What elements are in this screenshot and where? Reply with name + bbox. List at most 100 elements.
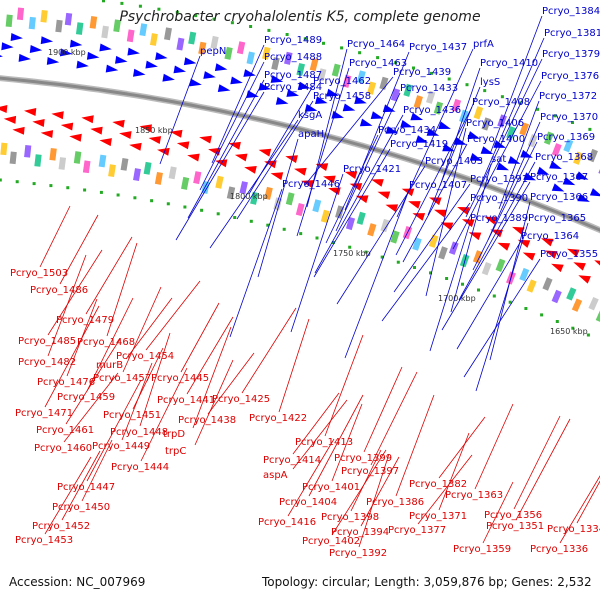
reverse-gene-label: Pcryo_1468 <box>77 337 135 348</box>
reverse-gene-label: Pcryo_1404 <box>279 497 337 508</box>
reverse-gene <box>377 191 391 200</box>
tick-mark <box>413 266 416 269</box>
annotation-block <box>24 145 32 158</box>
forward-gene <box>183 57 197 66</box>
forward-gene <box>10 33 23 41</box>
tick-mark <box>571 326 575 330</box>
tick-mark <box>249 219 253 223</box>
leader-line <box>187 79 265 219</box>
annotation-block <box>285 192 295 206</box>
forward-gene <box>496 162 509 171</box>
annotation-block <box>356 70 366 84</box>
forward-gene <box>549 160 562 169</box>
tick-mark <box>120 1 124 5</box>
forward-gene <box>438 121 451 129</box>
reverse-gene <box>541 238 554 247</box>
annotation-block <box>193 171 202 185</box>
leader-line <box>81 439 113 502</box>
forward-gene <box>415 135 429 143</box>
reverse-gene-label: Pcryo_1485 <box>18 336 76 347</box>
forward-gene-label: lysS <box>480 77 500 88</box>
forward-gene-label: Pcryo_1367 <box>530 172 588 183</box>
reverse-gene <box>545 250 558 259</box>
reverse-gene-label: aspA <box>263 470 288 481</box>
reverse-gene <box>285 155 298 164</box>
forward-gene-label: Pcryo_1355 <box>540 249 598 260</box>
tick-mark <box>536 107 540 111</box>
tick-mark <box>285 33 289 36</box>
reverse-gene <box>90 126 103 135</box>
leader-line <box>257 138 299 278</box>
annotation-block <box>519 267 530 282</box>
forward-gene <box>133 68 146 77</box>
tick-mark <box>380 255 384 259</box>
annotation-block <box>551 289 562 304</box>
reverse-gene-label: Pcryo_1363 <box>445 490 503 501</box>
tick-mark <box>102 0 105 3</box>
annotation-block <box>5 14 13 28</box>
annotation-block <box>295 203 305 217</box>
reverse-gene-label: Pcryo_1486 <box>30 285 88 296</box>
forward-gene <box>577 193 590 202</box>
annotation-block <box>16 7 25 21</box>
leader-line <box>344 189 410 359</box>
leader-line <box>211 44 265 164</box>
reverse-gene <box>157 147 170 156</box>
reverse-gene <box>412 213 426 221</box>
forward-gene <box>59 48 73 57</box>
leader-line <box>439 67 481 187</box>
forward-gene-label: Pcryo_1408 <box>472 97 530 108</box>
forward-gene-label: Pcryo_1365 <box>528 213 586 224</box>
tick-mark <box>477 288 480 292</box>
leader-line <box>456 240 522 350</box>
leader-line <box>441 181 531 331</box>
reverse-gene <box>170 129 183 138</box>
annotation-block <box>403 83 413 97</box>
tick-mark <box>138 4 142 8</box>
annotation-block <box>566 287 577 301</box>
tick-mark <box>571 121 574 124</box>
scale-tick-label: 1750 kbp <box>333 249 371 258</box>
tick-mark <box>348 245 352 249</box>
forward-gene-label: Pcryo_1410 <box>480 58 538 69</box>
annotation-block <box>451 98 462 113</box>
leader-line <box>139 332 171 427</box>
tick-mark <box>233 216 237 219</box>
tick-mark <box>331 241 335 244</box>
tick-mark <box>194 14 198 18</box>
leader-line <box>236 100 314 220</box>
reverse-gene <box>512 226 525 235</box>
leader-line <box>192 326 232 429</box>
forward-gene <box>297 81 311 90</box>
leader-line <box>278 318 310 413</box>
annotation-block <box>64 12 73 26</box>
annotation-block <box>356 211 366 225</box>
tick-mark <box>555 320 559 323</box>
forward-gene <box>127 47 140 56</box>
tick-mark <box>216 212 220 216</box>
reverse-gene <box>60 122 74 131</box>
annotation-block <box>481 262 492 276</box>
annotation-block <box>188 31 197 45</box>
reverse-gene <box>578 275 591 284</box>
forward-gene <box>46 57 60 65</box>
annotation-block <box>49 147 57 161</box>
leader-line <box>106 242 138 337</box>
reverse-gene <box>344 171 358 179</box>
tick-mark <box>588 127 592 131</box>
forward-gene-label: Pcryo_1364 <box>521 231 579 242</box>
forward-gene-label: Pcryo_1370 <box>540 112 598 123</box>
reverse-gene-label: Pcryo_1416 <box>258 517 316 528</box>
annotation-block <box>571 298 583 312</box>
annotation-block <box>75 22 84 35</box>
leader-line <box>292 392 340 455</box>
annotation-block <box>181 176 190 190</box>
annotation-block <box>296 62 306 77</box>
forward-gene-label: Pcryo_1366 <box>530 192 588 203</box>
forward-gene <box>29 45 43 53</box>
reverse-gene <box>567 248 580 258</box>
annotation-block <box>149 33 158 46</box>
annotation-block <box>101 25 109 39</box>
leader-line <box>44 456 92 535</box>
leader-line <box>313 148 391 278</box>
